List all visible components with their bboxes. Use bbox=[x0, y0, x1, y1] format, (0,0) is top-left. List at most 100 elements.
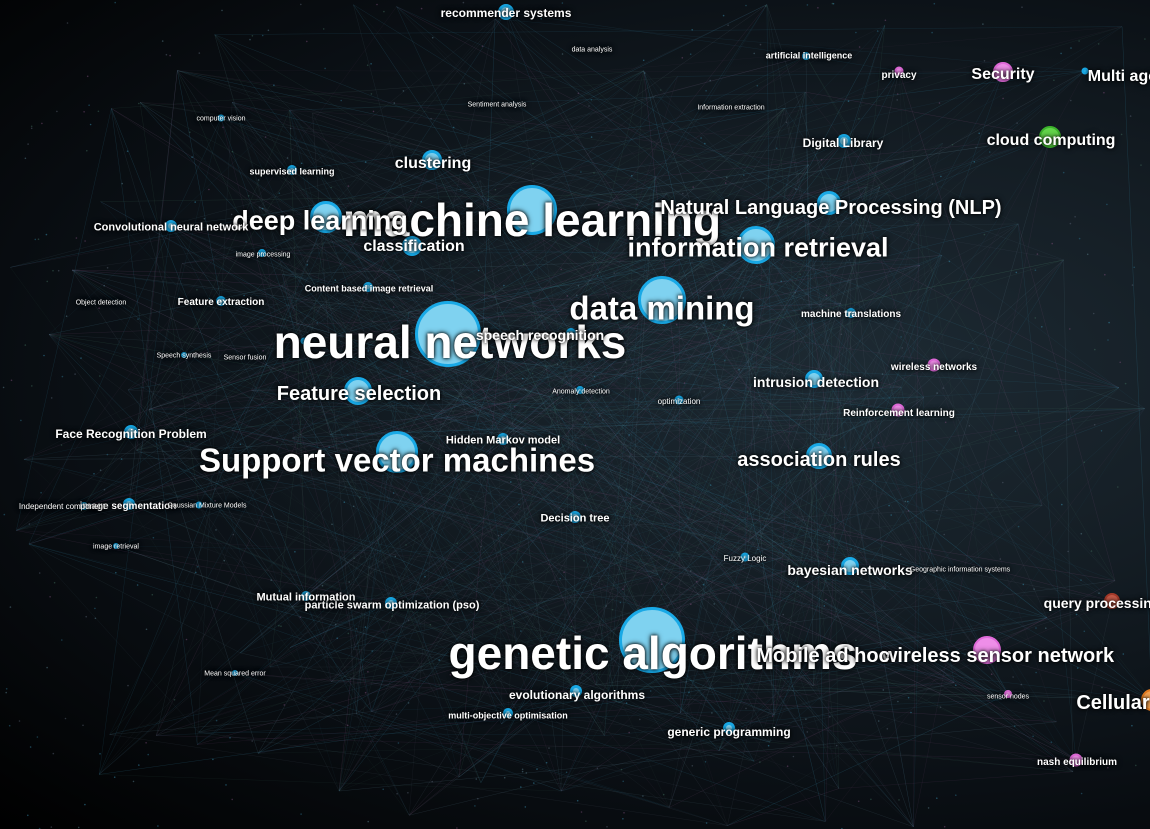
minor-node bbox=[675, 323, 678, 326]
minor-node bbox=[145, 628, 148, 631]
node-fuzzy-logic[interactable] bbox=[740, 552, 750, 562]
node-decision-tree[interactable] bbox=[569, 511, 581, 523]
node-recommender-systems[interactable] bbox=[498, 4, 514, 20]
node-face-recognition[interactable] bbox=[124, 425, 138, 439]
node-mutual-information[interactable] bbox=[301, 591, 311, 601]
label-independent-component: Independent component bbox=[18, 502, 106, 511]
minor-node bbox=[1108, 321, 1110, 324]
node-image-retrieval[interactable] bbox=[113, 543, 119, 549]
minor-node bbox=[756, 84, 759, 87]
graph-edge bbox=[136, 450, 775, 716]
node-wireless-sensor-network[interactable] bbox=[973, 636, 1001, 664]
minor-node bbox=[348, 581, 351, 583]
minor-node bbox=[452, 568, 455, 571]
minor-node bbox=[910, 711, 912, 714]
graph-edge bbox=[502, 332, 572, 440]
minor-node bbox=[334, 279, 337, 282]
minor-node bbox=[191, 156, 193, 158]
minor-node bbox=[347, 185, 350, 187]
node-data-mining[interactable] bbox=[638, 276, 686, 324]
node-feature-selection[interactable] bbox=[344, 377, 372, 405]
node-digital-library[interactable] bbox=[837, 134, 851, 148]
graph-edge bbox=[83, 18, 496, 507]
node-association-rules[interactable] bbox=[806, 443, 832, 469]
node-image-processing[interactable] bbox=[258, 249, 266, 257]
node-speech-recognition[interactable] bbox=[566, 328, 576, 338]
node-privacy[interactable] bbox=[894, 66, 904, 76]
graph-edge bbox=[574, 516, 706, 580]
node-deep-learning[interactable] bbox=[310, 201, 342, 233]
minor-node bbox=[264, 136, 267, 138]
node-generic-programming[interactable] bbox=[723, 722, 735, 734]
minor-node bbox=[103, 488, 106, 491]
node-nlp[interactable] bbox=[817, 191, 841, 215]
node-neural-networks[interactable] bbox=[415, 301, 481, 367]
node-sensor-fusion[interactable] bbox=[300, 337, 308, 345]
minor-node bbox=[265, 470, 267, 472]
node-anomaly-detection[interactable] bbox=[576, 386, 584, 394]
node-query-processing[interactable] bbox=[1104, 593, 1120, 609]
node-intrusion-detection[interactable] bbox=[805, 370, 823, 388]
node-gaussian-mixture[interactable] bbox=[195, 501, 203, 509]
label-image-retrieval: image retrieval bbox=[93, 543, 139, 551]
graph-edge bbox=[898, 70, 1043, 506]
graph-edge bbox=[258, 684, 596, 754]
node-wireless-networks[interactable] bbox=[927, 358, 941, 372]
node-information-retrieval[interactable] bbox=[737, 226, 775, 264]
node-classification[interactable] bbox=[402, 236, 422, 256]
minor-node bbox=[780, 280, 782, 283]
node-feature-extraction[interactable] bbox=[216, 296, 226, 306]
graph-edge bbox=[128, 70, 644, 505]
label-classification: classification bbox=[363, 238, 465, 255]
graph-edge bbox=[680, 259, 1064, 713]
node-nash-equilibrium[interactable] bbox=[1069, 753, 1083, 767]
minor-node bbox=[596, 767, 599, 770]
node-evolutionary-algorithms[interactable] bbox=[570, 685, 582, 697]
node-multi-objective[interactable] bbox=[503, 708, 513, 718]
node-support-vector-machines[interactable] bbox=[376, 431, 418, 473]
node-multi-agent[interactable] bbox=[1081, 67, 1089, 75]
node-machine-learning[interactable] bbox=[507, 185, 557, 235]
minor-node bbox=[712, 215, 714, 218]
node-bayesian-networks[interactable] bbox=[841, 557, 859, 575]
node-genetic-algorithms[interactable] bbox=[619, 607, 685, 673]
minor-node bbox=[642, 795, 644, 797]
graph-edge bbox=[505, 11, 807, 57]
minor-node bbox=[805, 718, 807, 720]
minor-node bbox=[745, 216, 748, 219]
graph-edge bbox=[680, 579, 706, 713]
node-sensor-nodes[interactable] bbox=[1004, 690, 1012, 698]
node-independent-component[interactable] bbox=[80, 502, 88, 510]
node-mean-squared-error[interactable] bbox=[232, 670, 238, 676]
node-computer-vision[interactable] bbox=[217, 114, 225, 122]
graph-edge bbox=[220, 117, 327, 218]
minor-node bbox=[548, 747, 550, 749]
graph-edge bbox=[933, 364, 1048, 618]
node-reinforcement-learning[interactable] bbox=[891, 403, 905, 417]
node-optimization[interactable] bbox=[674, 395, 684, 405]
node-machine-translations[interactable] bbox=[846, 308, 856, 318]
node-speech-synthesis[interactable] bbox=[181, 352, 187, 358]
graph-edge bbox=[573, 527, 1074, 773]
label-nlp: Natural Language Processing (NLP) bbox=[660, 197, 1002, 219]
graph-edge bbox=[324, 451, 398, 658]
graph-edge bbox=[986, 580, 1116, 651]
node-clustering[interactable] bbox=[422, 150, 442, 170]
graph-edge bbox=[705, 223, 1019, 580]
node-artificial-intelligence[interactable] bbox=[802, 52, 810, 60]
graph-edge bbox=[330, 186, 867, 435]
node-supervised-learning[interactable] bbox=[287, 165, 297, 175]
node-pso[interactable] bbox=[385, 597, 397, 609]
graph-edge bbox=[282, 259, 680, 275]
minor-node bbox=[477, 797, 479, 800]
graph-edge bbox=[532, 302, 840, 789]
node-image-segmentation[interactable] bbox=[123, 498, 135, 510]
minor-node bbox=[794, 291, 796, 294]
minor-node bbox=[520, 630, 522, 632]
node-hidden-markov[interactable] bbox=[497, 433, 509, 445]
node-security[interactable] bbox=[993, 62, 1013, 82]
node-content-based-ir[interactable] bbox=[363, 282, 373, 292]
node-convolutional-nn[interactable] bbox=[165, 220, 177, 232]
node-cloud-computing[interactable] bbox=[1039, 126, 1061, 148]
graph-edge bbox=[502, 396, 550, 440]
